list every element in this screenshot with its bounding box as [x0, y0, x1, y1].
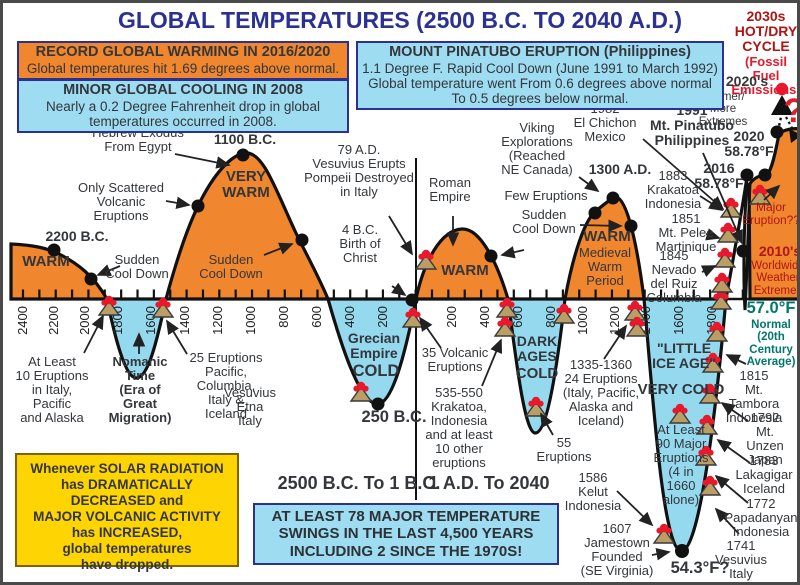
label-major-eruption: Major Eruption?? — [741, 200, 800, 227]
axis-tick-label: 2000 — [77, 306, 92, 335]
label-at-least-10: At Least 10 Eruptions in Italy, Pacific … — [15, 354, 89, 425]
page-title: GLOBAL TEMPERATURES (2500 B.C. TO 2040 A… — [117, 7, 683, 33]
label-1335-1360: 1335-1360 24 Eruptions (Italy, Pacific, … — [562, 357, 640, 428]
pinatubo-dip-curve — [742, 176, 752, 311]
label-roman-empire: Roman Empire — [429, 175, 471, 204]
label-35-volcanic: 35 Volcanic Eruptions — [421, 345, 489, 374]
label-warm-left: WARM — [22, 253, 70, 270]
axis-tick-label: 1600 — [671, 306, 686, 335]
label-question-mark: ? — [784, 93, 797, 130]
axis-tick-label: 200 — [375, 306, 390, 328]
label-2016: 2016 58.78°F — [694, 160, 744, 191]
axis-tick-label: 1200 — [210, 306, 225, 335]
section-label-ad: 1 A.D. To 2040 — [428, 473, 550, 493]
axis-tick-label: 1200 — [607, 306, 622, 335]
label-535-550: 535-550 Krakatoa, Indonesia and at least… — [425, 385, 493, 470]
label-at-least-90: At Least 90 Major Eruptions (4 in 1660 a… — [653, 422, 709, 507]
label-vesuvius-etna: Vesuvius Etna Italy — [223, 385, 277, 428]
axis-tick-label: 400 — [342, 306, 357, 328]
axis-tick-label: 2400 — [15, 306, 30, 335]
label-2010s: 2010's — [758, 243, 800, 259]
label-cold-grecian: COLD — [352, 362, 400, 380]
axis-tick-label: 1400 — [177, 306, 192, 335]
axis-tick-label: 1600 — [143, 306, 158, 335]
label-1783-lakagigar: 1783 Lakagigar Iceland — [735, 453, 793, 496]
temperature-curve-chart: 2400 2200 2000 1800 1600 1400 1200 1000 … — [9, 82, 797, 561]
label-only-scattered: Only Scattered Volcanic Eruptions — [78, 180, 164, 223]
solar-radiation-box: Whenever SOLAR RADIATION has DRAMATICALL… — [15, 453, 239, 572]
label-few-eruptions: Few Eruptions — [504, 188, 588, 203]
axis-tick-labels: 2400 2200 2000 1800 1600 1400 1200 1000 … — [15, 306, 719, 335]
temperature-swings-box: AT LEAST 78 MAJOR TEMPERATURE SWINGS IN … — [253, 503, 559, 565]
label-1815-tambora: 1815 Mt. Tambora Indonesia — [725, 368, 783, 425]
pinatubo-body: 1.1 Degree F. Rapid Cool Down (June 1991… — [362, 60, 718, 107]
axis-tick-label: 800 — [276, 306, 291, 328]
warm-areas — [9, 127, 797, 301]
label-1100-bc: 1100 B.C. — [213, 131, 277, 147]
cold-areas — [105, 297, 728, 553]
label-25-eruptions: 25 Eruptions Pacific, Columbia, Italy & … — [189, 350, 263, 421]
pinatubo-box: MOUNT PINATUBO ERUPTION (Philippines) 1.… — [356, 41, 724, 111]
label-viking: Viking Explorations (Reached NE Canada) — [501, 120, 573, 177]
axis-tick-label: 400 — [477, 306, 492, 328]
record-warming-body: Global temperatures hit 1.69 degrees abo… — [26, 60, 340, 76]
future-eruption-icon — [771, 82, 797, 143]
label-cold-dark: COLD — [515, 365, 559, 382]
label-sudden-cool-mid: Sudden Cool Down — [199, 252, 263, 281]
label-1792-unzen: 1792 Mt. Unzen Japan — [746, 410, 784, 467]
right-arrowhead-icon — [789, 129, 797, 143]
label-1607-jamestown: 1607 Jamestown Founded (SE Virginia) — [580, 521, 654, 578]
label-warm-roman: WARM — [441, 262, 489, 279]
label-2020s: 2020's — [725, 73, 769, 89]
label-very-warm: VERY WARM — [222, 168, 270, 202]
label-1845-nevado: 1845 Nevado del Ruiz Columbia — [646, 248, 702, 305]
pinatubo-heading: MOUNT PINATUBO ERUPTION (Philippines) — [389, 44, 691, 60]
label-worldwide-extremes: Worldwide Weather Extremes — [751, 260, 800, 297]
label-54-3-f: 54.3°F? — [670, 559, 730, 577]
record-warming-heading: RECORD GLOBAL WARMING IN 2016/2020 — [35, 44, 331, 60]
axis-tick-label: 800 — [543, 306, 558, 328]
axis-tick-label: 600 — [309, 306, 324, 328]
label-1741-vesuvius: 1741 Vesuvius Italy — [714, 538, 768, 581]
label-hot-dry-cycle: 2030s HOT/DRY CYCLE — [734, 8, 798, 54]
label-1300-ad: 1300 A.D. — [588, 161, 652, 177]
axis-tick-label: 1000 — [575, 306, 590, 335]
label-sudden-cool-left: Sudden Cool Down — [105, 252, 169, 281]
label-medieval-period: Medieval Warm Period — [578, 245, 632, 288]
label-little-ice-age: "LITTLE ICE AGE" — [652, 340, 716, 371]
label-55-eruptions: 55 Eruptions — [536, 435, 592, 464]
label-grecian-empire: Grecian Empire — [347, 330, 401, 361]
axis-tick-label: 1000 — [243, 306, 258, 335]
annotation-arrows — [83, 138, 781, 561]
label-2020: 2020 58.78°F — [724, 128, 774, 159]
label-1586-kelut: 1586 Kelut Indonesia — [564, 470, 622, 513]
section-label-bc: 2500 B.C. To 1 B.C. — [277, 473, 441, 493]
label-dark-ages: DARK AGES — [516, 333, 558, 364]
label-2200-bc: 2200 B.C. — [45, 228, 109, 244]
label-57-f: 57.0°F — [746, 299, 796, 317]
record-warming-box: RECORD GLOBAL WARMING IN 2016/2020 Globa… — [17, 41, 349, 81]
axis-tick-label: 2200 — [46, 306, 61, 335]
label-4-bc: 4 B.C. Birth of Christ — [339, 222, 381, 265]
minor-cooling-box: MINOR GLOBAL COOLING IN 2008 Nearly a 0.… — [17, 79, 349, 134]
label-79-ad: 79 A.D. Vesuvius Erupts Pompeii Destroye… — [304, 142, 414, 199]
label-fossil-fuel: (Fossil Fuel Emissions) — [731, 54, 800, 97]
minor-cooling-heading: MINOR GLOBAL COOLING IN 2008 — [63, 82, 303, 98]
label-nomanic-time: Nomanic Time (Era of Great Migration) — [108, 354, 172, 425]
label-sudden-cool-ad: Sudden Cool Down — [512, 207, 576, 236]
label-very-cold: VERY COLD — [637, 381, 725, 398]
minor-cooling-body: Nearly a 0.2 Degree Fahrenheit drop in g… — [46, 98, 320, 130]
label-warm-medieval: WARM — [583, 228, 631, 245]
label-normal-20th: Normal (20th Century Average) — [746, 319, 796, 368]
axis-tick-label: 200 — [444, 306, 459, 328]
label-1772-papadanyan: 1772 Papadanyan Indonesia — [724, 496, 798, 539]
label-250-bc: 250 B.C. — [361, 408, 427, 426]
label-1883-krakatoa: 1883 Krakatoa Indonesia — [644, 168, 702, 211]
event-dots — [47, 125, 784, 558]
